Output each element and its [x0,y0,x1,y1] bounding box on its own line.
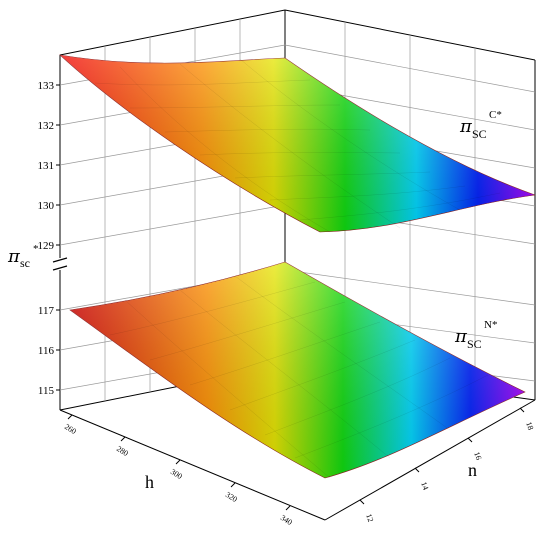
n-tick-label: 14 [419,481,430,492]
svg-text:N*: N* [484,319,497,331]
h-axis-title: h [145,472,154,492]
svg-text:SC: SC [472,127,487,141]
axis-break-mark [52,257,68,271]
series-label-pi-sc-n: π SC N* [454,319,497,351]
series-label-pi-sc-c: π SC C* [459,109,502,141]
z-ticks-lower: 117 116 115 [38,305,60,397]
z-tick-label: 132 [38,120,55,132]
n-axis-ticks: 12 14 16 18 [359,407,535,524]
surface-pi-sc-c [59,54,536,233]
z-ticks-upper: 133 132 131 130 129 [38,80,60,252]
svg-text:SC: SC [467,337,482,351]
svg-text:π: π [459,116,473,137]
z-axis-title: π sc * [7,243,39,270]
n-tick-label: 12 [364,513,375,524]
z-tick-label: 117 [38,305,55,317]
h-tick-label: 340 [279,513,294,527]
surface-pi-sc-n [69,261,526,479]
z-tick-label: 115 [38,385,55,397]
z-tick-label: 116 [38,345,55,357]
h-tick-label: 320 [224,490,239,504]
z-tick-label: 129 [38,240,55,252]
z-tick-label: 133 [38,80,55,92]
svg-text:π: π [454,326,468,347]
svg-text:sc: sc [20,256,30,270]
h-tick-label: 260 [63,422,78,436]
n-tick-label: 18 [524,421,535,432]
z-tick-label: 130 [38,200,55,212]
svg-text:C*: C* [489,109,502,121]
h-tick-label: 300 [169,467,184,481]
n-axis-title: n [468,460,477,480]
h-tick-label: 280 [115,444,130,458]
svg-text:*: * [33,243,39,255]
n-tick-label: 16 [472,451,483,462]
z-tick-label: 131 [38,160,55,172]
svg-text:π: π [7,246,21,267]
